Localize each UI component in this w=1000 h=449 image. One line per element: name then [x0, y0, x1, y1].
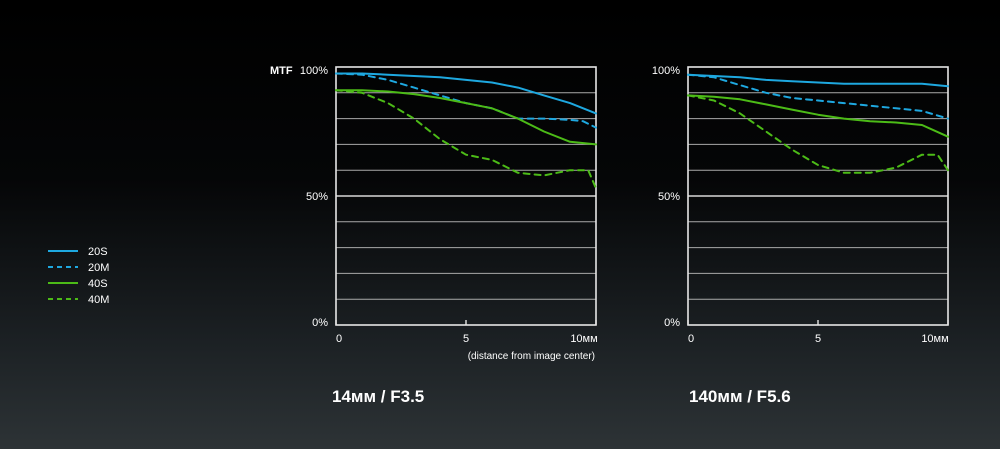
y-tick-label-100: 100%: [652, 65, 680, 77]
x-tick-label-10: 10мм: [570, 333, 597, 345]
legend: 20S 20M 40S 40M: [48, 246, 109, 306]
chart-title-140mm: 140мм / F5.6: [689, 387, 791, 406]
legend-label-20M: 20M: [88, 262, 109, 274]
x-tick-label-5: 5: [815, 333, 821, 345]
y-tick-label-0: 0%: [312, 317, 328, 329]
y-tick-label-0: 0%: [664, 317, 680, 329]
mtf-chart-140mm: 100% 50% 0% 0 5 10мм 140мм / F5.6: [652, 65, 949, 406]
legend-label-20S: 20S: [88, 246, 108, 258]
x-tick-label-10: 10мм: [921, 333, 948, 345]
legend-label-40M: 40M: [88, 294, 109, 306]
x-tick-label-0: 0: [336, 333, 342, 345]
series-line-20M: [335, 72, 597, 129]
y-tick-label-50: 50%: [658, 191, 680, 203]
series-line-40S: [335, 89, 597, 146]
mtf-chart-14mm: MTF 100% 50% 0% 0 5 10мм (distance from …: [270, 65, 598, 406]
legend-item-40S: 40S: [48, 278, 108, 290]
series-line-40M: [335, 89, 597, 190]
y-axis-label: MTF: [270, 65, 293, 77]
series-line-40M: [687, 94, 949, 174]
series-line-20S: [335, 72, 597, 115]
chart-title-14mm: 14мм / F3.5: [332, 387, 424, 406]
x-axis-caption: (distance from image center): [468, 351, 595, 362]
y-tick-label-100: 100%: [300, 65, 328, 77]
legend-item-20S: 20S: [48, 246, 108, 258]
series-line-20S: [687, 73, 949, 88]
legend-item-40M: 40M: [48, 294, 109, 306]
legend-label-40S: 40S: [88, 278, 108, 290]
y-tick-label-50: 50%: [306, 191, 328, 203]
x-tick-label-5: 5: [463, 333, 469, 345]
legend-item-20M: 20M: [48, 262, 109, 274]
series-line-20M: [687, 73, 949, 120]
series-line-40S: [687, 94, 949, 138]
x-tick-label-0: 0: [688, 333, 694, 345]
